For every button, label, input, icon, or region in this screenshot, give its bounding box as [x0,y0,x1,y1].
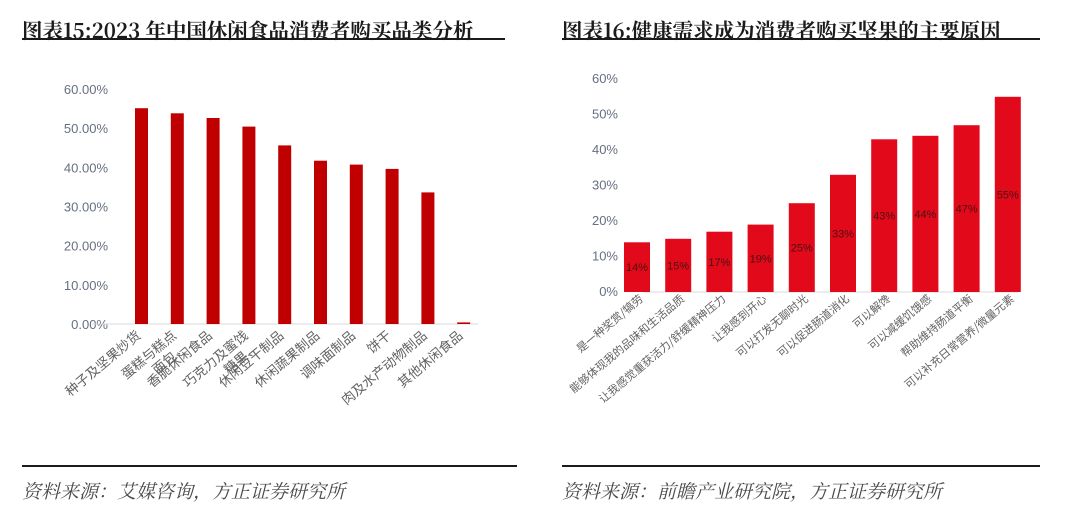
svg-text:60%: 60% [592,71,618,86]
svg-text:可以促进肠道消化: 可以促进肠道消化 [774,291,853,361]
svg-text:50%: 50% [592,107,618,122]
svg-text:50.00%: 50.00% [64,121,109,136]
svg-text:60.00%: 60.00% [64,82,109,97]
svg-text:15%: 15% [667,260,689,272]
svg-text:44%: 44% [914,209,936,221]
svg-text:20.00%: 20.00% [64,239,109,254]
svg-text:55%: 55% [997,189,1019,201]
svg-text:47%: 47% [956,204,978,216]
svg-text:17%: 17% [708,257,730,269]
svg-text:20%: 20% [592,213,618,228]
svg-text:30%: 30% [592,178,618,193]
svg-text:30.00%: 30.00% [64,200,109,215]
svg-text:40%: 40% [592,142,618,157]
svg-text:19%: 19% [750,253,772,265]
svg-text:14%: 14% [626,262,648,274]
svg-text:10.00%: 10.00% [64,278,109,293]
svg-text:40.00%: 40.00% [64,160,109,175]
svg-text:33%: 33% [832,228,854,240]
svg-text:43%: 43% [873,211,895,223]
svg-text:0%: 0% [599,284,618,299]
svg-text:25%: 25% [791,243,813,255]
svg-text:10%: 10% [592,249,618,264]
